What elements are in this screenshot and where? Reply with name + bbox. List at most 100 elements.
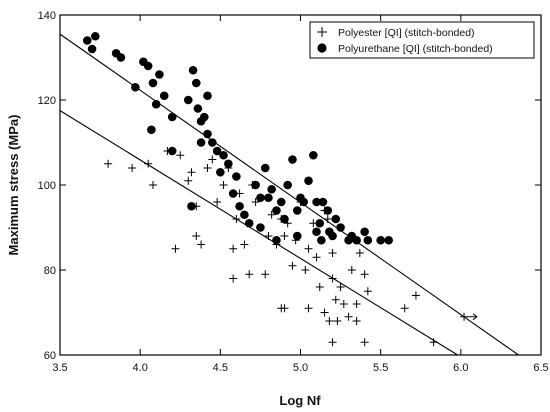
point-polyurethane <box>276 197 286 207</box>
point-polyester <box>355 249 364 257</box>
point-polyester <box>325 317 334 325</box>
point-polyurethane <box>363 235 373 245</box>
axis-ticks: 3.5 4.0 4.5 5.0 5.5 6.0 6.5 60 80 100 120 140 <box>38 10 549 374</box>
point-polyurethane <box>203 129 212 139</box>
point-polyurethane <box>193 104 203 113</box>
point-polyester <box>245 270 254 279</box>
point-polyurethane <box>187 201 196 211</box>
point-polyurethane <box>312 227 321 237</box>
point-polyurethane <box>203 91 212 101</box>
point-polyurethane <box>235 201 244 211</box>
point-polyurethane <box>251 180 260 190</box>
point-polyurethane <box>283 180 292 190</box>
point-polyester <box>128 164 137 172</box>
point-polyurethane <box>208 138 217 147</box>
point-polyester <box>328 274 337 283</box>
point-polyurethane <box>267 184 276 194</box>
runout-arrow <box>467 313 478 321</box>
x-tick-label: 5.5 <box>373 362 388 374</box>
legend-box <box>309 21 535 59</box>
point-polyester <box>312 253 321 262</box>
point-polyester <box>192 232 201 240</box>
point-polyester <box>197 240 206 249</box>
point-polyurethane <box>315 218 325 228</box>
point-polyester <box>219 181 228 189</box>
point-polyurethane <box>216 167 225 177</box>
point-polyester <box>320 308 329 317</box>
legend-label-polyester: Polyester [QI] (stitch-bonded) <box>338 27 475 39</box>
point-polyester <box>331 295 340 304</box>
point-polyester <box>333 317 342 325</box>
legend-marker-polyurethane <box>317 43 327 53</box>
x-tick-label: 4.0 <box>133 362 148 374</box>
y-tick-label: 100 <box>38 180 56 192</box>
point-polyurethane <box>228 189 238 198</box>
point-polyester <box>208 155 217 164</box>
legend-marker-polyester <box>317 27 327 37</box>
y-tick-label: 80 <box>44 265 56 277</box>
x-tick-label: 6.0 <box>453 362 468 374</box>
point-polyurethane <box>272 235 281 245</box>
point-polyurethane <box>376 235 385 245</box>
data-points <box>82 31 469 347</box>
y-tick-label: 140 <box>38 10 56 22</box>
point-polyester <box>213 198 222 206</box>
point-polyester <box>176 151 185 160</box>
point-polyurethane <box>352 235 361 245</box>
point-polyurethane <box>224 159 233 169</box>
point-polyurethane <box>212 146 222 156</box>
point-polyurethane <box>256 223 265 232</box>
x-tick-label: 4.5 <box>213 362 228 374</box>
point-polyester <box>360 338 369 347</box>
point-polyurethane <box>264 193 273 203</box>
legend: Polyester [QI] (stitch-bonded) Polyureth… <box>309 21 535 59</box>
point-polyurethane <box>188 65 198 75</box>
point-polyester <box>339 300 348 308</box>
point-polyurethane <box>131 82 140 92</box>
point-polyester <box>344 312 353 321</box>
point-polyurethane <box>325 227 334 237</box>
point-polyester <box>187 168 196 177</box>
point-polyester <box>352 317 361 325</box>
point-polyurethane <box>82 36 92 45</box>
point-polyester <box>429 338 438 347</box>
point-polyurethane <box>148 78 158 88</box>
point-polyurethane <box>232 172 241 181</box>
y-tick-label: 120 <box>38 95 56 107</box>
point-polyurethane <box>143 61 153 71</box>
point-polyurethane <box>280 214 289 224</box>
point-polyester <box>144 159 153 168</box>
fit-line <box>59 110 458 356</box>
point-polyester <box>104 159 113 168</box>
point-polyurethane <box>183 95 193 105</box>
point-polyester <box>261 270 270 279</box>
point-polyurethane <box>219 150 228 160</box>
point-polyurethane <box>299 197 309 207</box>
point-polyurethane <box>167 112 177 122</box>
x-axis-title: Log Nf <box>279 393 321 408</box>
point-polyester <box>148 181 157 189</box>
point-polyester <box>301 266 310 274</box>
point-polyurethane <box>312 197 321 207</box>
fit-line <box>59 33 519 356</box>
point-polyester <box>171 244 180 253</box>
point-polyester <box>280 304 289 313</box>
point-polyurethane <box>151 99 161 109</box>
point-polyester <box>240 240 249 249</box>
point-polyurethane <box>167 146 177 156</box>
point-polyester <box>184 176 193 185</box>
point-polyurethane <box>90 31 100 41</box>
point-polyurethane <box>200 112 209 122</box>
point-polyurethane <box>191 78 201 88</box>
y-axis-title: Maximum stress (MPa) <box>6 115 21 256</box>
point-polyester <box>328 249 337 257</box>
point-polyester <box>360 270 369 279</box>
point-polyester <box>336 283 345 291</box>
x-tick-label: 6.5 <box>533 362 548 374</box>
point-polyester <box>280 232 289 240</box>
plot-frame <box>59 14 542 356</box>
point-polyester <box>229 244 238 253</box>
point-polyester <box>400 304 409 313</box>
point-polyester <box>232 215 241 223</box>
